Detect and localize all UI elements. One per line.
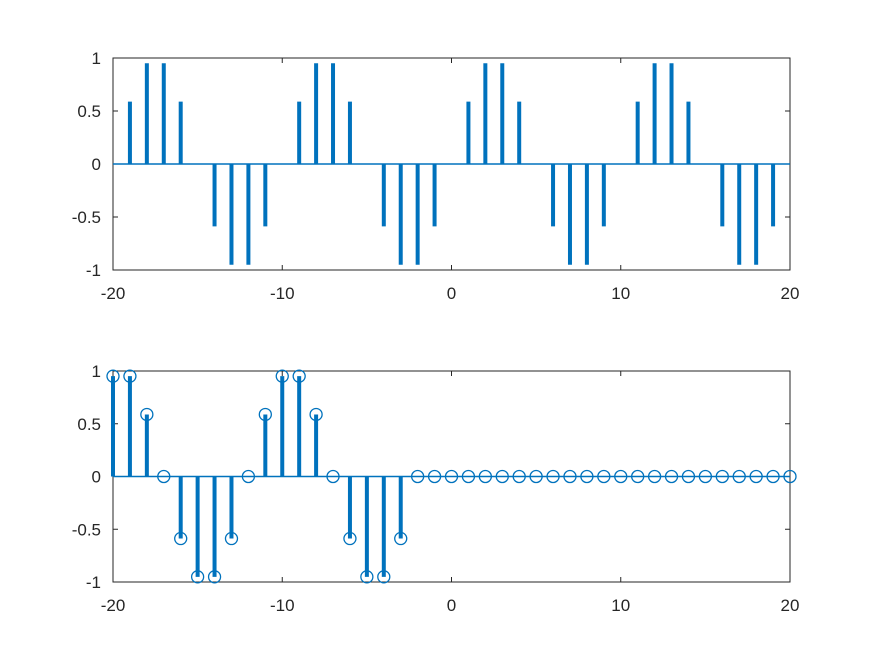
top-x-tick-label: -20 bbox=[101, 284, 126, 303]
bottom-stem-marker bbox=[766, 469, 780, 484]
bottom-stem-plot: -20 -10 0 10 20 -1 -0.5 0 0.5 1 bbox=[72, 362, 800, 615]
bottom-stem-marker bbox=[241, 469, 256, 484]
bottom-stem-marker bbox=[190, 570, 205, 584]
bottom-x-tick-label: -20 bbox=[101, 596, 126, 615]
bottom-stem-marker bbox=[326, 469, 340, 484]
bottom-stem-marker bbox=[698, 469, 713, 484]
bottom-x-tick-label: 10 bbox=[611, 596, 630, 615]
bottom-stem-marker bbox=[444, 469, 459, 484]
bottom-stem-marker bbox=[157, 469, 171, 484]
bottom-x-tick-label: 0 bbox=[447, 596, 456, 615]
top-x-tick-label: 20 bbox=[781, 284, 800, 303]
top-x-tick-label: 0 bbox=[447, 284, 456, 303]
bottom-stem-marker bbox=[427, 469, 442, 484]
bottom-y-tick-label: -1 bbox=[86, 573, 101, 592]
bottom-stem-marker bbox=[495, 469, 509, 484]
top-x-tick-label: 10 bbox=[611, 284, 630, 303]
top-y-tick-label: 0.5 bbox=[77, 102, 101, 121]
top-y-tick-label: -0.5 bbox=[72, 208, 101, 227]
bottom-stem-marker bbox=[410, 469, 425, 484]
bottom-stem-marker bbox=[681, 469, 696, 484]
bottom-x-tick-label: 20 bbox=[781, 596, 800, 615]
bottom-stem-marker bbox=[394, 531, 408, 546]
bottom-y-tick-label: -0.5 bbox=[72, 520, 101, 539]
bottom-stem-marker bbox=[512, 469, 526, 484]
bottom-stem-marker bbox=[614, 469, 628, 484]
bottom-stem-marker bbox=[529, 469, 543, 484]
bottom-x-tick-label: -10 bbox=[270, 596, 295, 615]
top-x-tick-label: -10 bbox=[270, 284, 295, 303]
bottom-stem-marker bbox=[207, 570, 222, 584]
bottom-stem-marker bbox=[783, 469, 797, 484]
bottom-stem-marker bbox=[106, 369, 120, 383]
bottom-stem-marker bbox=[664, 469, 679, 484]
bottom-y-tick-label: 1 bbox=[92, 362, 101, 381]
bottom-stem-marker bbox=[377, 570, 391, 584]
bottom-stem-marker bbox=[732, 469, 746, 484]
bottom-stem-marker bbox=[140, 407, 154, 422]
bottom-stem-marker bbox=[715, 469, 729, 484]
bottom-stem-marker bbox=[343, 531, 357, 546]
bottom-y-tick-label: 0.5 bbox=[77, 415, 101, 434]
bottom-stem-marker bbox=[647, 469, 662, 484]
bottom-stem-marker bbox=[563, 469, 577, 484]
bottom-stem-marker bbox=[631, 469, 645, 484]
bottom-stem-marker bbox=[309, 407, 323, 422]
bottom-stem-marker bbox=[123, 369, 137, 383]
bottom-stem-marker bbox=[174, 531, 188, 546]
top-stem-plot: -20 -10 0 10 20 -1 -0.5 0 0.5 1 bbox=[72, 49, 800, 303]
bottom-stem-marker bbox=[461, 469, 476, 484]
bottom-stem-marker bbox=[360, 570, 374, 584]
top-y-tick-label: 0 bbox=[92, 155, 101, 174]
bottom-y-tick-label: 0 bbox=[92, 468, 101, 487]
bottom-stem-marker bbox=[597, 469, 611, 484]
bottom-stem-marker bbox=[292, 369, 306, 383]
top-y-tick-label: 1 bbox=[92, 49, 101, 68]
top-y-tick-label: -1 bbox=[86, 261, 101, 280]
bottom-stem-marker bbox=[546, 469, 560, 484]
bottom-stem-marker bbox=[224, 531, 239, 546]
bottom-stem-marker bbox=[580, 469, 594, 484]
bottom-stem-marker bbox=[258, 407, 272, 422]
bottom-stem-marker bbox=[275, 369, 289, 383]
bottom-stem-marker bbox=[749, 469, 763, 484]
bottom-stem-marker bbox=[478, 469, 493, 484]
